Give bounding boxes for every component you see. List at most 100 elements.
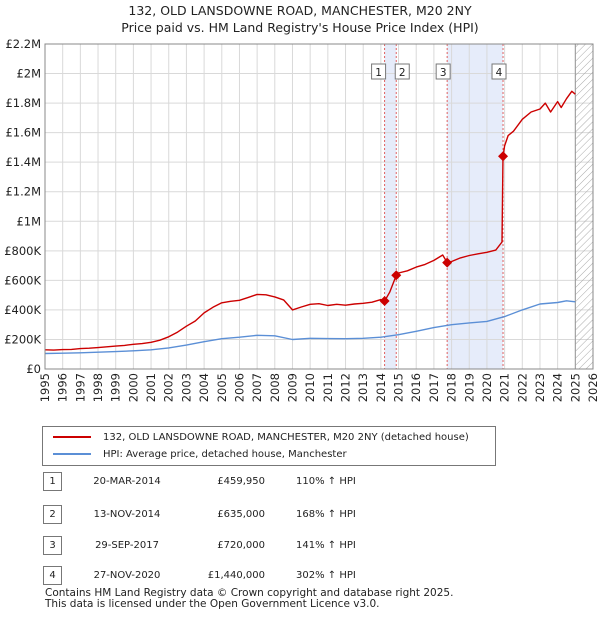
future-region: [575, 44, 593, 369]
y-tick-label: £1.4M: [5, 155, 41, 169]
x-tick-label: 2004: [197, 373, 211, 402]
x-tick-label: 2009: [285, 373, 299, 402]
sale-date: 20-MAR-2014: [93, 476, 161, 487]
sale-label-text: 2: [399, 67, 406, 79]
sale-hpi-change: 302% ↑ HPI: [296, 570, 356, 581]
x-tick-label: 2006: [232, 373, 246, 402]
y-tick-label: £1M: [16, 214, 41, 228]
chart-axes: £0 £200K £400K £600K £800K £1M £1.2M £1.4M £1.6M…: [4, 37, 600, 402]
sale-point-4: [498, 151, 509, 162]
sale-label-3: 3: [435, 63, 451, 80]
sale-number-badge: 4: [43, 566, 62, 585]
legend-swatch-price: [53, 436, 91, 438]
footer-copyright: Contains HM Land Registry data © Crown c…: [45, 587, 454, 599]
y-tick-label: £1.8M: [5, 96, 41, 110]
sale-label-4: 4: [491, 63, 507, 80]
x-tick-label: 2015: [392, 373, 406, 402]
x-tick-label: 2011: [321, 373, 335, 402]
sale-date: 29-SEP-2017: [95, 540, 159, 551]
x-tick-label: 2002: [162, 373, 176, 402]
y-tick-label: £0: [26, 362, 41, 376]
x-tick-label: 2026: [586, 373, 600, 402]
x-tick-label: 2017: [427, 373, 441, 402]
price-paid-line: [44, 90, 576, 351]
x-tick-label: 2020: [480, 373, 494, 402]
x-tick-label: 1996: [56, 373, 70, 402]
sale-label-2: 2: [394, 63, 410, 80]
sale-date: 13-NOV-2014: [93, 509, 161, 520]
y-tick-label: £200K: [4, 332, 41, 346]
sale-shading: [384, 44, 504, 369]
sale-point-2: [391, 270, 402, 281]
price-chart: £0 £200K £400K £600K £800K £1M £1.2M £1.4M £1.6M…: [4, 37, 600, 402]
sale-label-box: [491, 63, 507, 80]
sale-labels: 1 2 3 4: [371, 63, 507, 80]
chart-grid: [44, 43, 594, 370]
sale-number-badge: 3: [43, 536, 62, 555]
sale-number-badge: 1: [43, 472, 62, 491]
sale-range-shade: [447, 44, 504, 369]
legend-label-hpi: HPI: Average price, detached house, Manc…: [103, 448, 347, 460]
x-tick-label: 1999: [109, 373, 123, 402]
x-tick-label: 1997: [73, 373, 87, 402]
x-tick-label: 2010: [303, 373, 317, 402]
x-tick-label: 2001: [144, 373, 158, 402]
y-tick-label: £2M: [16, 67, 41, 81]
x-tick-label: 2022: [515, 373, 529, 402]
sale-point-3: [442, 257, 453, 268]
x-tick-label: 2005: [215, 373, 229, 402]
x-tick-label: 2018: [445, 373, 459, 402]
x-tick-label: 2007: [250, 373, 264, 402]
sale-label-1: 1: [371, 63, 387, 80]
sale-price: £720,000: [217, 540, 265, 551]
x-tick-label: 2025: [568, 373, 582, 402]
x-tick-label: 2013: [356, 373, 370, 402]
x-tick-label: 2019: [462, 373, 476, 402]
table-row: 1 20-MAR-2014 £459,950 110% ↑ HPI: [0, 472, 600, 492]
chart-series: [44, 90, 576, 355]
x-tick-label: 2008: [268, 373, 282, 402]
sale-range-shade: [384, 44, 397, 369]
x-tick-label: 2016: [409, 373, 423, 402]
legend: 132, OLD LANSDOWNE ROAD, MANCHESTER, M20…: [42, 426, 496, 466]
legend-item-hpi: HPI: Average price, detached house, Manc…: [53, 446, 347, 462]
sale-label-text: 3: [440, 67, 447, 79]
x-tick-label: 2000: [126, 373, 140, 402]
sale-label-box: [394, 63, 410, 80]
sale-label-text: 1: [375, 67, 382, 79]
x-tick-label: 1998: [91, 373, 105, 402]
y-tick-label: £1.2M: [5, 185, 41, 199]
sale-label-box: [371, 63, 387, 80]
x-tick-label: 2014: [374, 373, 388, 402]
x-tick-label: 2003: [179, 373, 193, 402]
sale-date: 27-NOV-2020: [93, 570, 161, 581]
sale-hpi-change: 110% ↑ HPI: [296, 476, 356, 487]
sale-price: £459,950: [217, 476, 265, 487]
sale-price: £635,000: [217, 509, 265, 520]
sale-number-badge: 2: [43, 505, 62, 524]
table-row: 3 29-SEP-2017 £720,000 141% ↑ HPI: [0, 536, 600, 556]
x-tick-label: 2021: [498, 373, 512, 402]
y-tick-label: £2.2M: [5, 37, 41, 51]
legend-label-price: 132, OLD LANSDOWNE ROAD, MANCHESTER, M20…: [103, 431, 469, 443]
sale-hpi-change: 141% ↑ HPI: [296, 540, 356, 551]
y-tick-label: £600K: [4, 273, 41, 287]
chart-subtitle: Price paid vs. HM Land Registry's House …: [121, 20, 479, 35]
y-tick-label: £800K: [4, 244, 41, 258]
x-tick-label: 2012: [339, 373, 353, 402]
x-tick-label: 2023: [533, 373, 547, 402]
y-tick-label: £400K: [4, 303, 41, 317]
table-row: 2 13-NOV-2014 £635,000 168% ↑ HPI: [0, 505, 600, 525]
sale-price: £1,440,000: [207, 570, 265, 581]
table-row: 4 27-NOV-2020 £1,440,000 302% ↑ HPI: [0, 566, 600, 586]
legend-swatch-hpi: [53, 453, 91, 455]
footer-licence: This data is licensed under the Open Gov…: [45, 598, 380, 610]
x-tick-label: 2024: [551, 373, 565, 402]
footer: Contains HM Land Registry data © Crown c…: [45, 588, 453, 610]
legend-item-price: 132, OLD LANSDOWNE ROAD, MANCHESTER, M20…: [53, 429, 469, 445]
sale-hpi-change: 168% ↑ HPI: [296, 509, 356, 520]
sale-label-box: [435, 63, 451, 80]
sale-point-1: [379, 296, 390, 307]
plot-border: [44, 43, 594, 370]
chart-title: 132, OLD LANSDOWNE ROAD, MANCHESTER, M20…: [128, 3, 472, 18]
